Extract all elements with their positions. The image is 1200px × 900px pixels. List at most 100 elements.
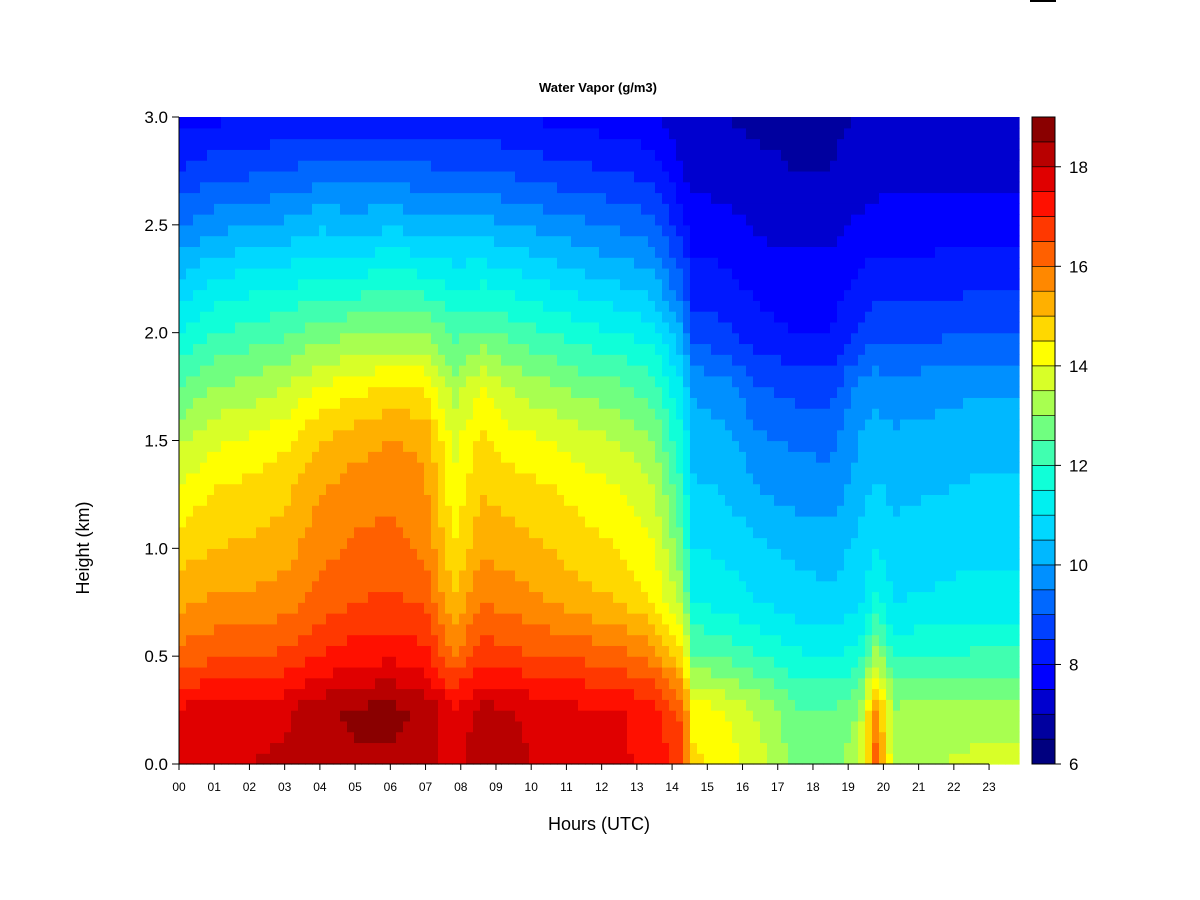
heatmap-cell [347, 559, 355, 571]
heatmap-cell [242, 224, 250, 237]
heatmap-cell [529, 483, 537, 496]
heatmap-cell [718, 515, 726, 528]
heatmap-cell [606, 731, 614, 744]
heatmap-cell [543, 472, 551, 485]
heatmap-cell [263, 203, 271, 215]
heatmap-cell [403, 375, 411, 388]
heatmap-cell [613, 677, 621, 690]
heatmap-cell [634, 418, 642, 431]
heatmap-cell [291, 160, 299, 172]
heatmap-cell [732, 666, 740, 679]
heatmap-cell [417, 246, 425, 258]
heatmap-cell [599, 224, 607, 237]
heatmap-cell [690, 688, 698, 700]
heatmap-cell [613, 451, 621, 463]
heatmap-cell [564, 483, 572, 496]
heatmap-cell [438, 343, 446, 355]
heatmap-cell [228, 160, 236, 172]
heatmap-cell [480, 515, 488, 528]
heatmap-cell [340, 451, 348, 463]
heatmap-cell [466, 365, 474, 377]
heatmap-cell [326, 515, 334, 528]
heatmap-cell [256, 580, 264, 593]
heatmap-cell [235, 645, 243, 657]
heatmap-cell [536, 623, 544, 636]
heatmap-cell [501, 138, 509, 150]
heatmap-cell [746, 753, 754, 765]
heatmap-cell [515, 397, 523, 409]
heatmap-cell [179, 418, 187, 431]
heatmap-cell [466, 170, 474, 183]
heatmap-cell [760, 656, 768, 668]
heatmap-cell [676, 278, 684, 291]
heatmap-cell [564, 505, 572, 517]
heatmap-cell [326, 710, 334, 722]
heatmap-cell [662, 440, 670, 452]
heatmap-cell [571, 623, 579, 636]
heatmap-cell [284, 311, 292, 323]
heatmap-cell [676, 505, 684, 517]
heatmap-cell [508, 408, 516, 420]
heatmap-cell [452, 548, 460, 560]
heatmap-cell [277, 117, 285, 129]
heatmap-cell [487, 192, 495, 204]
heatmap-cell [347, 138, 355, 150]
heatmap-cell [648, 138, 656, 150]
heatmap-cell [718, 160, 726, 172]
heatmap-cell [473, 526, 481, 539]
heatmap-cell [529, 224, 537, 237]
heatmap-cell [417, 160, 425, 172]
heatmap-cell [221, 440, 229, 452]
heatmap-cell [522, 731, 530, 744]
heatmap-cell [711, 160, 719, 172]
heatmap-cell [641, 375, 649, 388]
heatmap-cell [669, 311, 677, 323]
heatmap-cell [347, 656, 355, 668]
heatmap-cell [704, 580, 712, 593]
heatmap-cell [711, 656, 719, 668]
heatmap-cell [627, 548, 635, 560]
heatmap-cell [200, 214, 208, 226]
heatmap-cell [571, 127, 579, 140]
heatmap-cell [305, 591, 313, 603]
heatmap-cell [186, 386, 194, 398]
heatmap-cell [417, 731, 425, 744]
heatmap-cell [186, 246, 194, 258]
heatmap-cell [466, 440, 474, 452]
heatmap-cell [487, 537, 495, 549]
heatmap-cell [669, 494, 677, 506]
heatmap-cell [494, 386, 502, 398]
heatmap-cell [571, 580, 579, 593]
heatmap-cell [515, 278, 523, 291]
heatmap-cell [690, 569, 698, 582]
heatmap-cell [452, 505, 460, 517]
heatmap-cell [403, 666, 411, 679]
heatmap-cell [270, 224, 278, 237]
heatmap-cell [361, 332, 369, 345]
heatmap-cell [277, 688, 285, 700]
heatmap-cell [501, 332, 509, 345]
heatmap-cell [417, 515, 425, 528]
heatmap-cell [557, 170, 565, 183]
heatmap-cell [235, 451, 243, 463]
heatmap-cell [424, 160, 432, 172]
heatmap-cell [571, 710, 579, 722]
heatmap-cell [389, 515, 397, 528]
heatmap-cell [298, 526, 306, 539]
heatmap-cell [536, 666, 544, 679]
heatmap-cell [438, 526, 446, 539]
heatmap-cell [396, 408, 404, 420]
heatmap-cell [655, 375, 663, 388]
heatmap-cell [291, 559, 299, 571]
heatmap-cell [319, 127, 327, 140]
heatmap-cell [361, 526, 369, 539]
heatmap-cell [319, 375, 327, 388]
heatmap-cell [697, 408, 705, 420]
heatmap-cell [599, 537, 607, 549]
heatmap-cell [305, 257, 313, 269]
heatmap-cell [704, 418, 712, 431]
heatmap-cell [515, 483, 523, 496]
heatmap-cell [508, 343, 516, 355]
heatmap-cell [494, 742, 502, 754]
heatmap-cell [515, 257, 523, 269]
